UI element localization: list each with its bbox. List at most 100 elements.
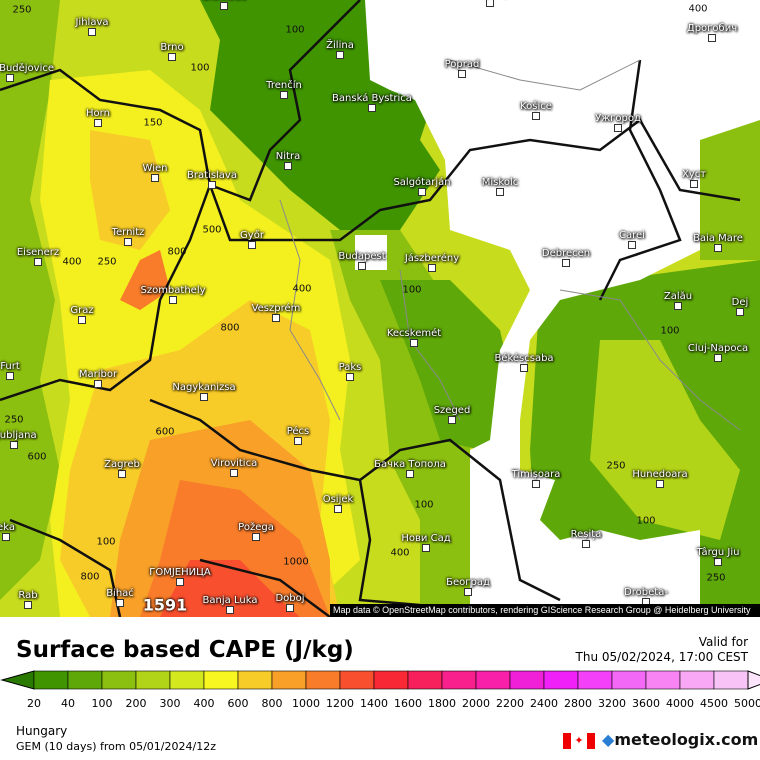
region-label: Hungary — [16, 724, 68, 738]
city-label: Бачка Топола — [374, 459, 446, 470]
legend-swatch — [407, 670, 443, 690]
legend-swatch — [339, 670, 375, 690]
legend-swatch — [135, 670, 171, 690]
city-label: Békéscsaba — [494, 353, 554, 364]
city-label: Eisenerz — [16, 247, 60, 258]
contour-label: 1000 — [283, 556, 309, 568]
legend-swatch — [101, 670, 137, 690]
city-label: Olomouc — [202, 0, 246, 2]
city-marker — [272, 314, 280, 322]
city-marker — [280, 91, 288, 99]
legend-swatch — [543, 670, 579, 690]
city-marker — [78, 316, 86, 324]
contour-label: 800 — [220, 322, 240, 334]
city-marker — [10, 441, 18, 449]
legend-tick-label: 400 — [193, 697, 215, 710]
legend-min-arrow — [0, 670, 35, 690]
city-marker — [448, 416, 456, 424]
city-marker — [208, 181, 216, 189]
city-label: Zalău — [663, 291, 693, 302]
city-marker — [358, 262, 366, 270]
city-marker — [486, 0, 494, 7]
city-marker — [410, 339, 418, 347]
legend-tick-label: 2200 — [496, 697, 524, 710]
city-marker — [88, 28, 96, 36]
city-marker — [428, 264, 436, 272]
city-marker — [286, 604, 294, 612]
color-legend — [0, 670, 760, 690]
contour-label: 250 — [97, 256, 117, 268]
contour-label: 250 — [4, 414, 24, 426]
cape-map[interactable]: OlomoucNowy SączДрогобичJihlavaBrnoŽilin… — [0, 0, 760, 617]
city-label: Miskolc — [481, 177, 519, 188]
contour-label: 400 — [292, 283, 312, 295]
legend-swatch — [237, 670, 273, 690]
logo-drop-icon: ◆ — [602, 730, 615, 749]
city-label: Horn — [86, 108, 110, 119]
legend-swatch — [67, 670, 103, 690]
legend-tick-label: 1600 — [394, 697, 422, 710]
legend-swatch — [577, 670, 613, 690]
city-marker — [116, 599, 124, 607]
contour-label: 100 — [636, 515, 656, 527]
city-label: Szombathely — [140, 285, 206, 296]
city-marker — [368, 104, 376, 112]
city-marker — [220, 2, 228, 10]
city-marker — [708, 34, 716, 42]
city-label: Bratislava — [187, 170, 237, 181]
contour-label: 250 — [706, 572, 726, 584]
legend-tick-label: 300 — [159, 697, 181, 710]
legend-tick-label: 2800 — [564, 697, 592, 710]
city-label: Rab — [18, 590, 38, 601]
city-label: Furt — [0, 361, 20, 372]
city-marker — [294, 437, 302, 445]
map-credits: Map data © OpenStreetMap contributors, r… — [330, 604, 760, 617]
legend-tick-label: 40 — [61, 697, 75, 710]
legend-swatch — [271, 670, 307, 690]
valid-time: Thu 05/02/2024, 17:00 CEST — [575, 650, 748, 664]
city-label: Győr — [240, 230, 264, 241]
city-label: Београд — [446, 577, 490, 588]
legend-tick-label: 1200 — [326, 697, 354, 710]
legend-tick-label: 2000 — [462, 697, 490, 710]
canada-flag-icon: ✦ — [563, 733, 595, 749]
legend-swatch — [611, 670, 647, 690]
city-marker — [118, 470, 126, 478]
city-label: České Budějovice — [0, 63, 55, 74]
legend-tick-label: 800 — [261, 697, 283, 710]
city-label: Salgótarján — [393, 177, 451, 188]
city-marker — [176, 578, 184, 586]
city-label: Reșița — [570, 529, 602, 540]
brand-logo[interactable]: ◆meteologix.com — [602, 730, 758, 749]
city-marker — [34, 258, 42, 266]
city-marker — [464, 588, 472, 596]
legend-tick-label: 100 — [91, 697, 113, 710]
city-marker — [6, 74, 14, 82]
city-label: Nagykanizsa — [172, 382, 236, 393]
legend-tick-label: 3600 — [632, 697, 660, 710]
city-marker — [674, 302, 682, 310]
city-marker — [200, 393, 208, 401]
model-run-label: GEM (10 days) from 05/01/2024/12z — [16, 740, 216, 753]
contour-label: 400 — [62, 256, 82, 268]
city-label: Jászberény — [404, 253, 460, 264]
city-marker — [690, 180, 698, 188]
legend-swatch — [679, 670, 715, 690]
city-marker — [614, 124, 622, 132]
city-marker — [496, 188, 504, 196]
city-label: Banja Luka — [202, 595, 258, 606]
legend-tick-label: 2400 — [530, 697, 558, 710]
city-label: Košice — [520, 101, 552, 112]
city-marker — [336, 51, 344, 59]
contour-label: 100 — [96, 536, 116, 548]
legend-tick-label: 4000 — [666, 697, 694, 710]
contour-label: 600 — [155, 426, 175, 438]
city-marker — [656, 480, 664, 488]
legend-swatch — [373, 670, 409, 690]
city-label: Veszprém — [251, 303, 301, 314]
city-label: Doboj — [275, 593, 305, 604]
city-marker — [714, 354, 722, 362]
city-marker — [714, 558, 722, 566]
legend-max-arrow — [747, 670, 760, 690]
city-label: Timișoara — [511, 469, 561, 480]
